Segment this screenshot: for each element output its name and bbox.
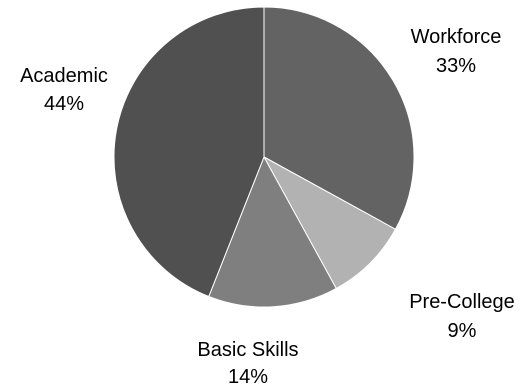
slice-value-pre-college: 9% bbox=[448, 320, 477, 342]
slice-label-academic: Academic bbox=[20, 65, 108, 87]
slice-label-pre-college: Pre-College bbox=[409, 291, 515, 313]
slice-label-basic-skills: Basic Skills bbox=[197, 339, 298, 361]
pie-slice-academic bbox=[113, 6, 265, 298]
pie-slice-workforce bbox=[263, 6, 415, 230]
slice-label-workforce: Workforce bbox=[411, 26, 502, 48]
slice-value-workforce: 33% bbox=[436, 55, 476, 77]
pie-slice-pre-college bbox=[262, 155, 397, 290]
slice-value-basic-skills: 14% bbox=[228, 366, 268, 385]
labels-layer: Workforce 33% Pre-College 9% Basic Skills 14%… bbox=[20, 26, 515, 385]
slice-value-academic: 44% bbox=[44, 93, 84, 115]
pie-slice-basic-skills bbox=[208, 155, 337, 308]
slices-layer bbox=[113, 6, 415, 308]
